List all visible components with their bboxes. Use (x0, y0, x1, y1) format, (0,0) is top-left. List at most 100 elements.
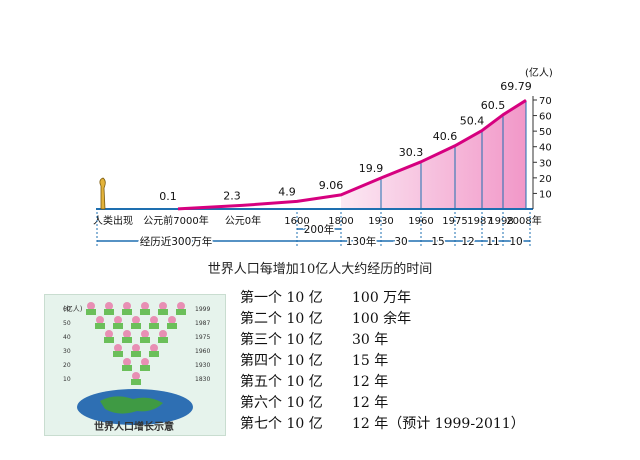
inset-year-label: 1999 (195, 306, 210, 313)
person-body-icon (122, 365, 132, 371)
person-body-icon (158, 337, 168, 343)
human-figure-icon (99, 177, 106, 210)
x-tick-label: 1987 (467, 216, 492, 227)
inset-graphic: (亿人)60 1999 50 1987 40 1975 30 1960 20 1930 10 1830 (63, 302, 210, 425)
person-head-icon (132, 344, 140, 352)
inset-caption: 世界人口增长示意 (94, 422, 174, 433)
list-item: 第三个 10 亿 30 年 (240, 332, 389, 348)
person-head-icon (150, 344, 158, 352)
span-label: 130年 (346, 235, 377, 248)
person-head-icon (177, 302, 185, 310)
person-body-icon (122, 337, 132, 343)
x-tick-label: 公元前7000年 (143, 214, 208, 227)
y-tick-label: 20 (539, 174, 552, 185)
span-label: 经历近300万年 (140, 235, 213, 248)
person-head-icon (123, 302, 131, 310)
inset-year-label: 1987 (195, 320, 210, 327)
person-head-icon (159, 302, 167, 310)
person-body-icon (86, 309, 96, 315)
span-label: 10 (509, 236, 522, 248)
inset-row-label: 20 (63, 362, 71, 369)
person-body-icon (104, 309, 114, 315)
chart-title: 世界人口每增加10亿人大约经历的时间 (207, 262, 433, 277)
inset-year-label: 1830 (195, 376, 210, 383)
person-head-icon (123, 358, 131, 366)
population-growth-illustration: (亿人) 60 1999 50 1987 40 1975 30 1960 20 1930 10 1830 (44, 294, 226, 436)
data-label: 2.3 (223, 189, 241, 202)
x-tick-label: 公元0年 (225, 214, 261, 227)
y-tick-label: 50 (539, 127, 552, 138)
person-head-icon (105, 330, 113, 338)
data-label: 30.3 (399, 146, 424, 159)
inset-row-label: 40 (63, 334, 71, 341)
person-head-icon (159, 330, 167, 338)
person-head-icon (168, 316, 176, 324)
y-tick-label: 40 (539, 143, 552, 154)
person-body-icon (122, 309, 132, 315)
person-body-icon (140, 365, 150, 371)
population-area (341, 100, 526, 209)
list-item: 第二个 10 亿 100 余年 (240, 311, 412, 327)
population-curve-line (177, 99, 527, 211)
person-head-icon (141, 330, 149, 338)
person-body-icon (140, 309, 150, 315)
person-head-icon (141, 302, 149, 310)
person-body-icon (113, 323, 123, 329)
person-body-icon (113, 351, 123, 357)
data-label: 69.79 (500, 80, 532, 93)
y-tick-label: 60 (539, 112, 552, 123)
person-head-icon (132, 372, 140, 380)
x-tick-label: 2008年 (506, 214, 541, 227)
inset-row-label: 30 (63, 348, 71, 355)
x-tick-label: 人类出现 (93, 214, 133, 227)
data-label: 19.9 (359, 162, 384, 175)
list-item: 第七个 10 亿 12 年（预计 1999-2011） (240, 416, 525, 432)
person-body-icon (95, 323, 105, 329)
person-head-icon (141, 358, 149, 366)
list-item: 第六个 10 亿 12 年 (240, 395, 389, 411)
data-label: 50.4 (460, 115, 485, 128)
inset-year-label: 1930 (195, 362, 210, 369)
y-axis-unit: (亿人) (525, 66, 553, 79)
person-body-icon (140, 337, 150, 343)
span-label: 11 (486, 236, 499, 248)
list-item: 第一个 10 亿 100 万年 (240, 290, 412, 306)
inset-row-label: 60 (63, 306, 71, 313)
person-body-icon (149, 351, 159, 357)
person-body-icon (149, 323, 159, 329)
person-head-icon (123, 330, 131, 338)
y-tick-label: 70 (539, 96, 552, 107)
list-item: 第五个 10 亿 12 年 (240, 374, 389, 390)
person-head-icon (150, 316, 158, 324)
data-label: 9.06 (319, 179, 344, 192)
span-label: 15 (431, 236, 444, 248)
data-label: 0.1 (159, 190, 177, 203)
data-label: 60.5 (481, 99, 506, 112)
person-head-icon (114, 316, 122, 324)
inset-unit: (亿人) (63, 304, 83, 313)
person-head-icon (96, 316, 104, 324)
person-body-icon (104, 337, 114, 343)
inset-year-label: 1960 (195, 348, 210, 355)
person-body-icon (176, 309, 186, 315)
person-body-icon (131, 323, 141, 329)
person-body-icon (131, 379, 141, 385)
person-body-icon (167, 323, 177, 329)
inset-year-label: 1975 (195, 334, 210, 341)
person-body-icon (131, 351, 141, 357)
list-item: 第四个 10 亿 15 年 (240, 353, 389, 369)
inset-row-label: 10 (63, 376, 71, 383)
person-head-icon (105, 302, 113, 310)
span-label: 200年 (304, 223, 335, 236)
x-tick-label: 1998 (488, 216, 513, 227)
billion-milestones-list: 第一个 10 亿 100 万年 第二个 10 亿 100 余年 第三个 10 亿 30… (240, 288, 525, 435)
data-label: 40.6 (433, 130, 458, 143)
span-label: 12 (461, 236, 474, 248)
population-chart: 0.1 2.3 4.9 9.06 19.9 30.3 40.650.4 60.5 69.79 10… (93, 66, 553, 250)
person-body-icon (158, 309, 168, 315)
y-tick-label: 10 (539, 189, 552, 200)
y-tick-label: 30 (539, 158, 552, 169)
span-label: 30 (394, 236, 407, 248)
continent-shape (100, 396, 163, 414)
person-head-icon (114, 344, 122, 352)
